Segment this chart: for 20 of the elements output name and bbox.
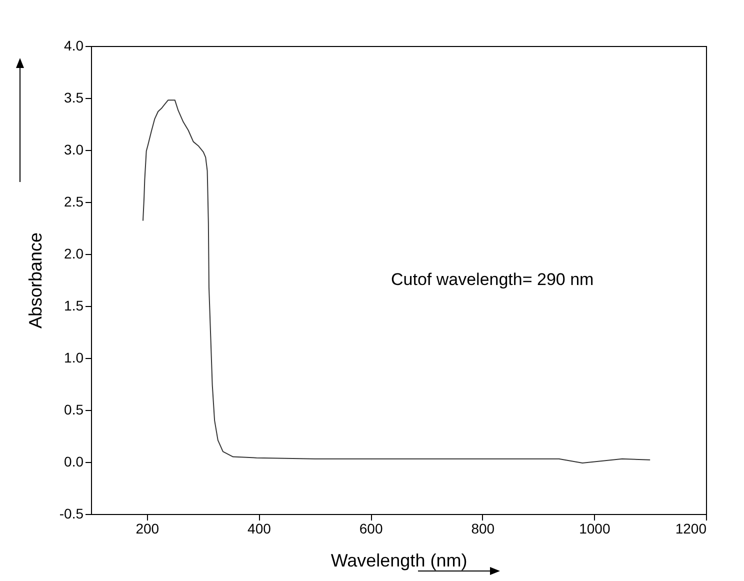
annotation: Cutof wavelength= 290 nm <box>391 270 594 289</box>
y-tick-label: 1.0 <box>64 350 84 366</box>
y-tick-label: 0.0 <box>64 454 84 470</box>
x-tick-label: 800 <box>471 520 495 536</box>
x-tick-label: 600 <box>359 520 383 536</box>
x-axis-title: Wavelength (nm) <box>330 550 468 570</box>
y-axis-title: Absorbance <box>25 232 46 329</box>
y-tick-label: 3.0 <box>64 142 84 158</box>
y-tick-label: 1.5 <box>64 298 84 314</box>
line-series <box>142 100 651 464</box>
y-tick-label: 4.0 <box>64 38 84 54</box>
x-tick-label: 1200 <box>675 520 707 536</box>
y-tick-label: 2.5 <box>64 194 84 210</box>
x-tick-label: 1000 <box>579 520 610 536</box>
x-tick-label: 200 <box>136 520 160 536</box>
y-tick-label: 3.5 <box>64 90 84 106</box>
x-tick-label: 400 <box>248 520 272 536</box>
y-tick-label: 2.0 <box>64 246 84 262</box>
y-tick-label: 0.5 <box>64 402 84 418</box>
y-tick-label: -0.5 <box>59 506 84 522</box>
